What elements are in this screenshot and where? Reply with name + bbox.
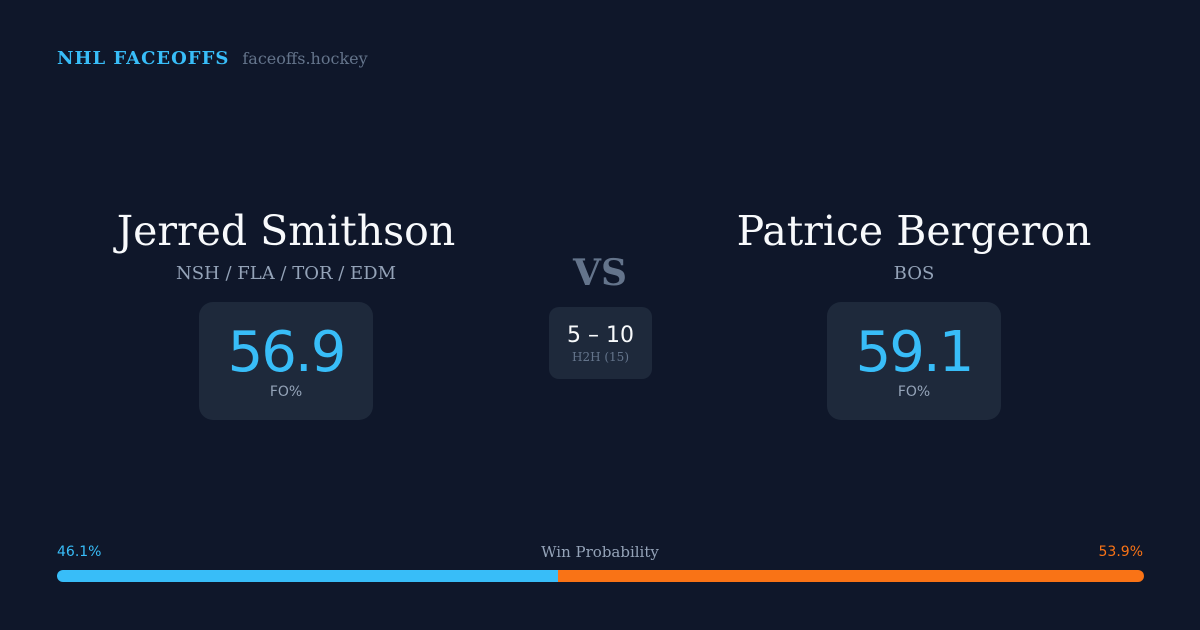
- fo-pct-label: FO%: [269, 384, 303, 400]
- fo-pct-value: 59.1: [855, 320, 975, 385]
- win-prob-bar: [57, 570, 1144, 582]
- player-teams: NSH / FLA / TOR / EDM: [175, 263, 397, 284]
- player-left: Jerred Smithson NSH / FLA / TOR / EDM 56…: [76, 205, 496, 420]
- win-prob-right-label: 53.9%: [1098, 544, 1143, 560]
- brand-url: faceoffs.hockey: [242, 49, 368, 68]
- win-prob-title: Win Probability: [541, 543, 659, 561]
- fo-pct-card: 59.1 FO%: [827, 302, 1001, 420]
- vs-label: VS: [573, 252, 627, 294]
- fo-pct-card: 56.9 FO%: [199, 302, 373, 420]
- player-name: Jerred Smithson: [116, 207, 456, 255]
- player-right: Patrice Bergeron BOS 59.1 FO%: [704, 205, 1124, 420]
- h2h-card: 5 – 10 H2H (15): [549, 307, 652, 379]
- fo-pct-value: 56.9: [227, 320, 347, 385]
- brand-name: NHL FACEOFFS: [57, 48, 230, 69]
- brand-header: NHL FACEOFFS faceoffs.hockey: [57, 48, 368, 69]
- player-name: Patrice Bergeron: [736, 207, 1092, 255]
- h2h-score: 5 – 10: [567, 322, 634, 348]
- win-prob-bar-left: [57, 570, 559, 582]
- win-prob-bar-right: [558, 570, 1144, 582]
- win-prob-left-label: 46.1%: [57, 544, 102, 560]
- fo-pct-label: FO%: [897, 384, 931, 400]
- h2h-label: H2H (15): [571, 349, 629, 364]
- player-teams: BOS: [893, 263, 935, 284]
